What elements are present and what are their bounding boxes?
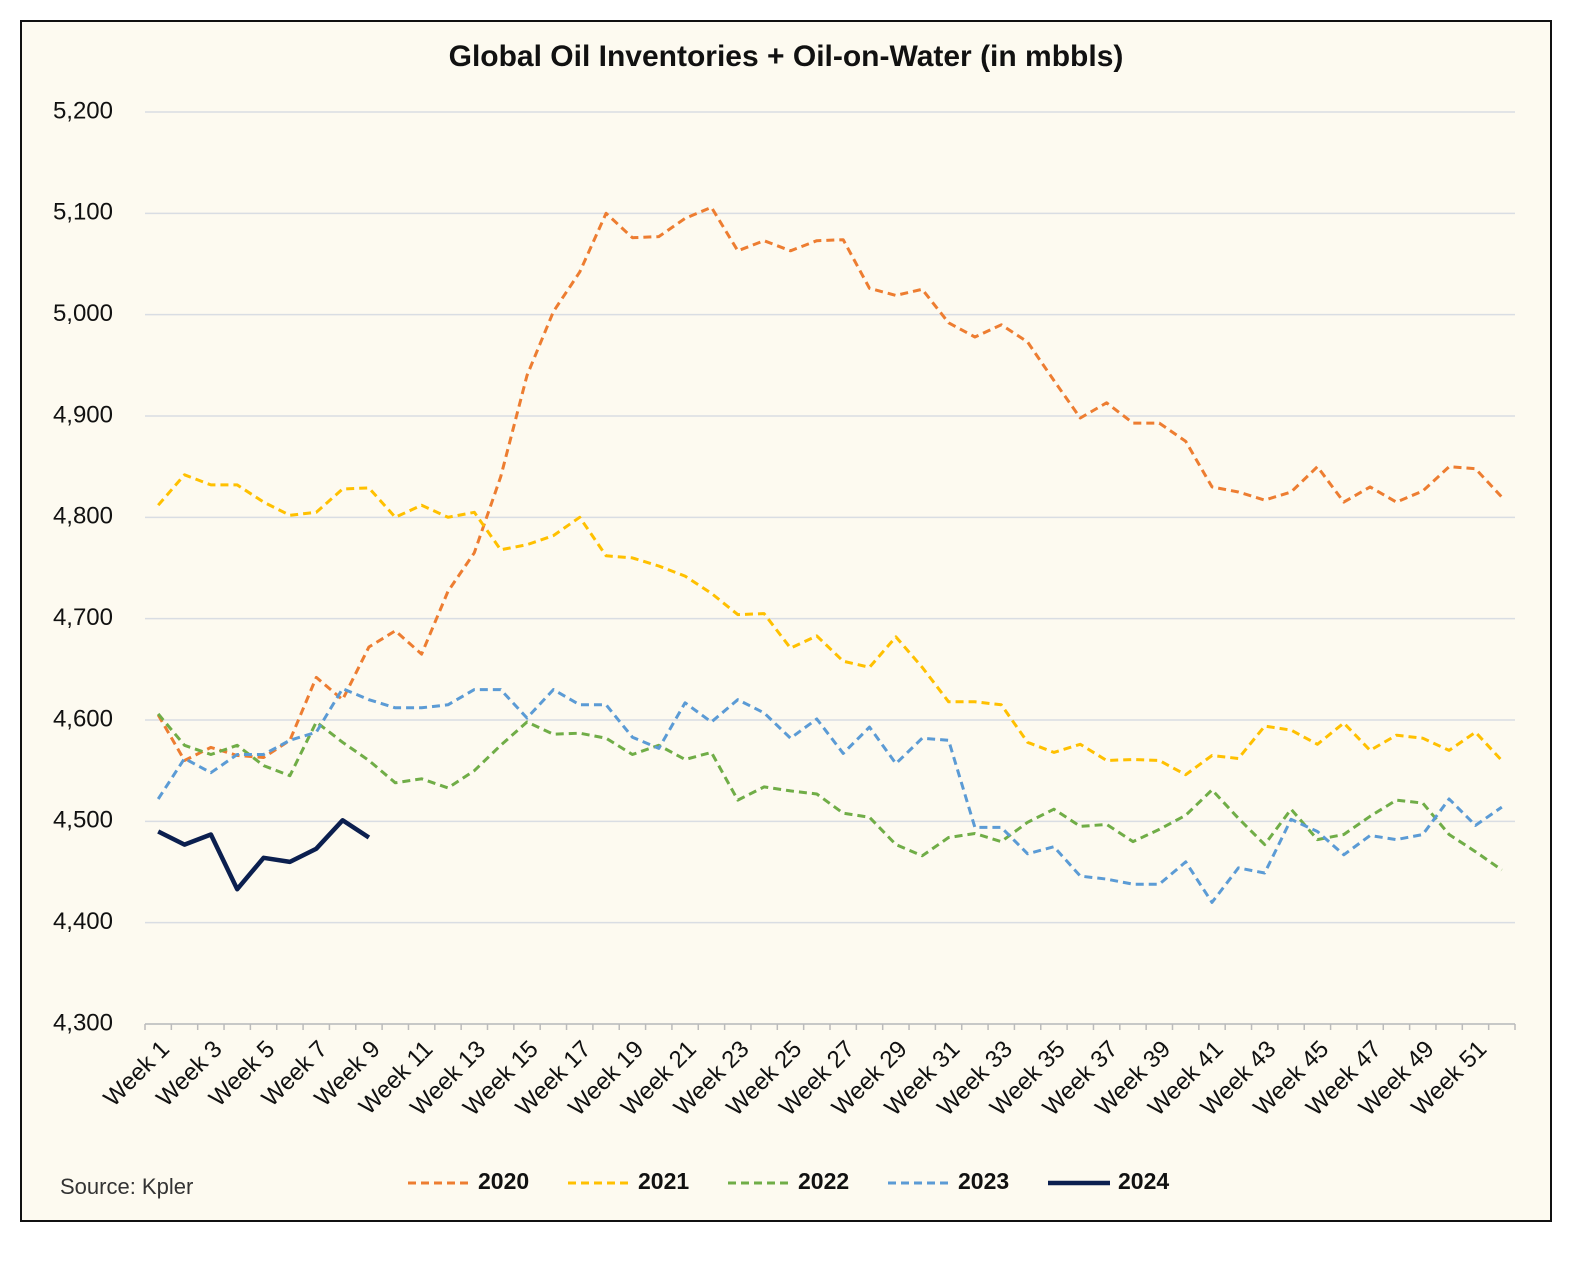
series-line <box>157 712 1503 872</box>
legend-label: 2020 <box>478 1168 529 1194</box>
legend-label: 2022 <box>798 1168 849 1194</box>
series-line <box>157 473 1503 777</box>
y-tick-label: 4,700 <box>53 604 113 631</box>
source-note: Source: Kpler <box>60 1174 193 1199</box>
y-tick-label: 5,000 <box>53 300 113 327</box>
legend-label: 2023 <box>958 1168 1009 1194</box>
y-tick-label: 4,300 <box>53 1009 113 1036</box>
chart-title: Global Oil Inventories + Oil-on-Water (i… <box>449 40 1124 73</box>
y-tick-label: 4,600 <box>53 705 113 732</box>
series-line <box>157 818 371 892</box>
legend-label: 2021 <box>638 1168 689 1194</box>
y-tick-label: 4,400 <box>53 908 113 935</box>
y-tick-label: 4,900 <box>53 401 113 428</box>
series-line <box>156 687 1503 904</box>
series-line <box>156 205 1503 762</box>
legend-label: 2024 <box>1118 1168 1169 1194</box>
y-tick-label: 4,500 <box>53 807 113 834</box>
y-tick-label: 5,100 <box>53 199 113 226</box>
y-tick-label: 4,800 <box>53 503 113 530</box>
y-tick-label: 5,200 <box>53 97 113 124</box>
chart-frame <box>20 20 1552 1222</box>
